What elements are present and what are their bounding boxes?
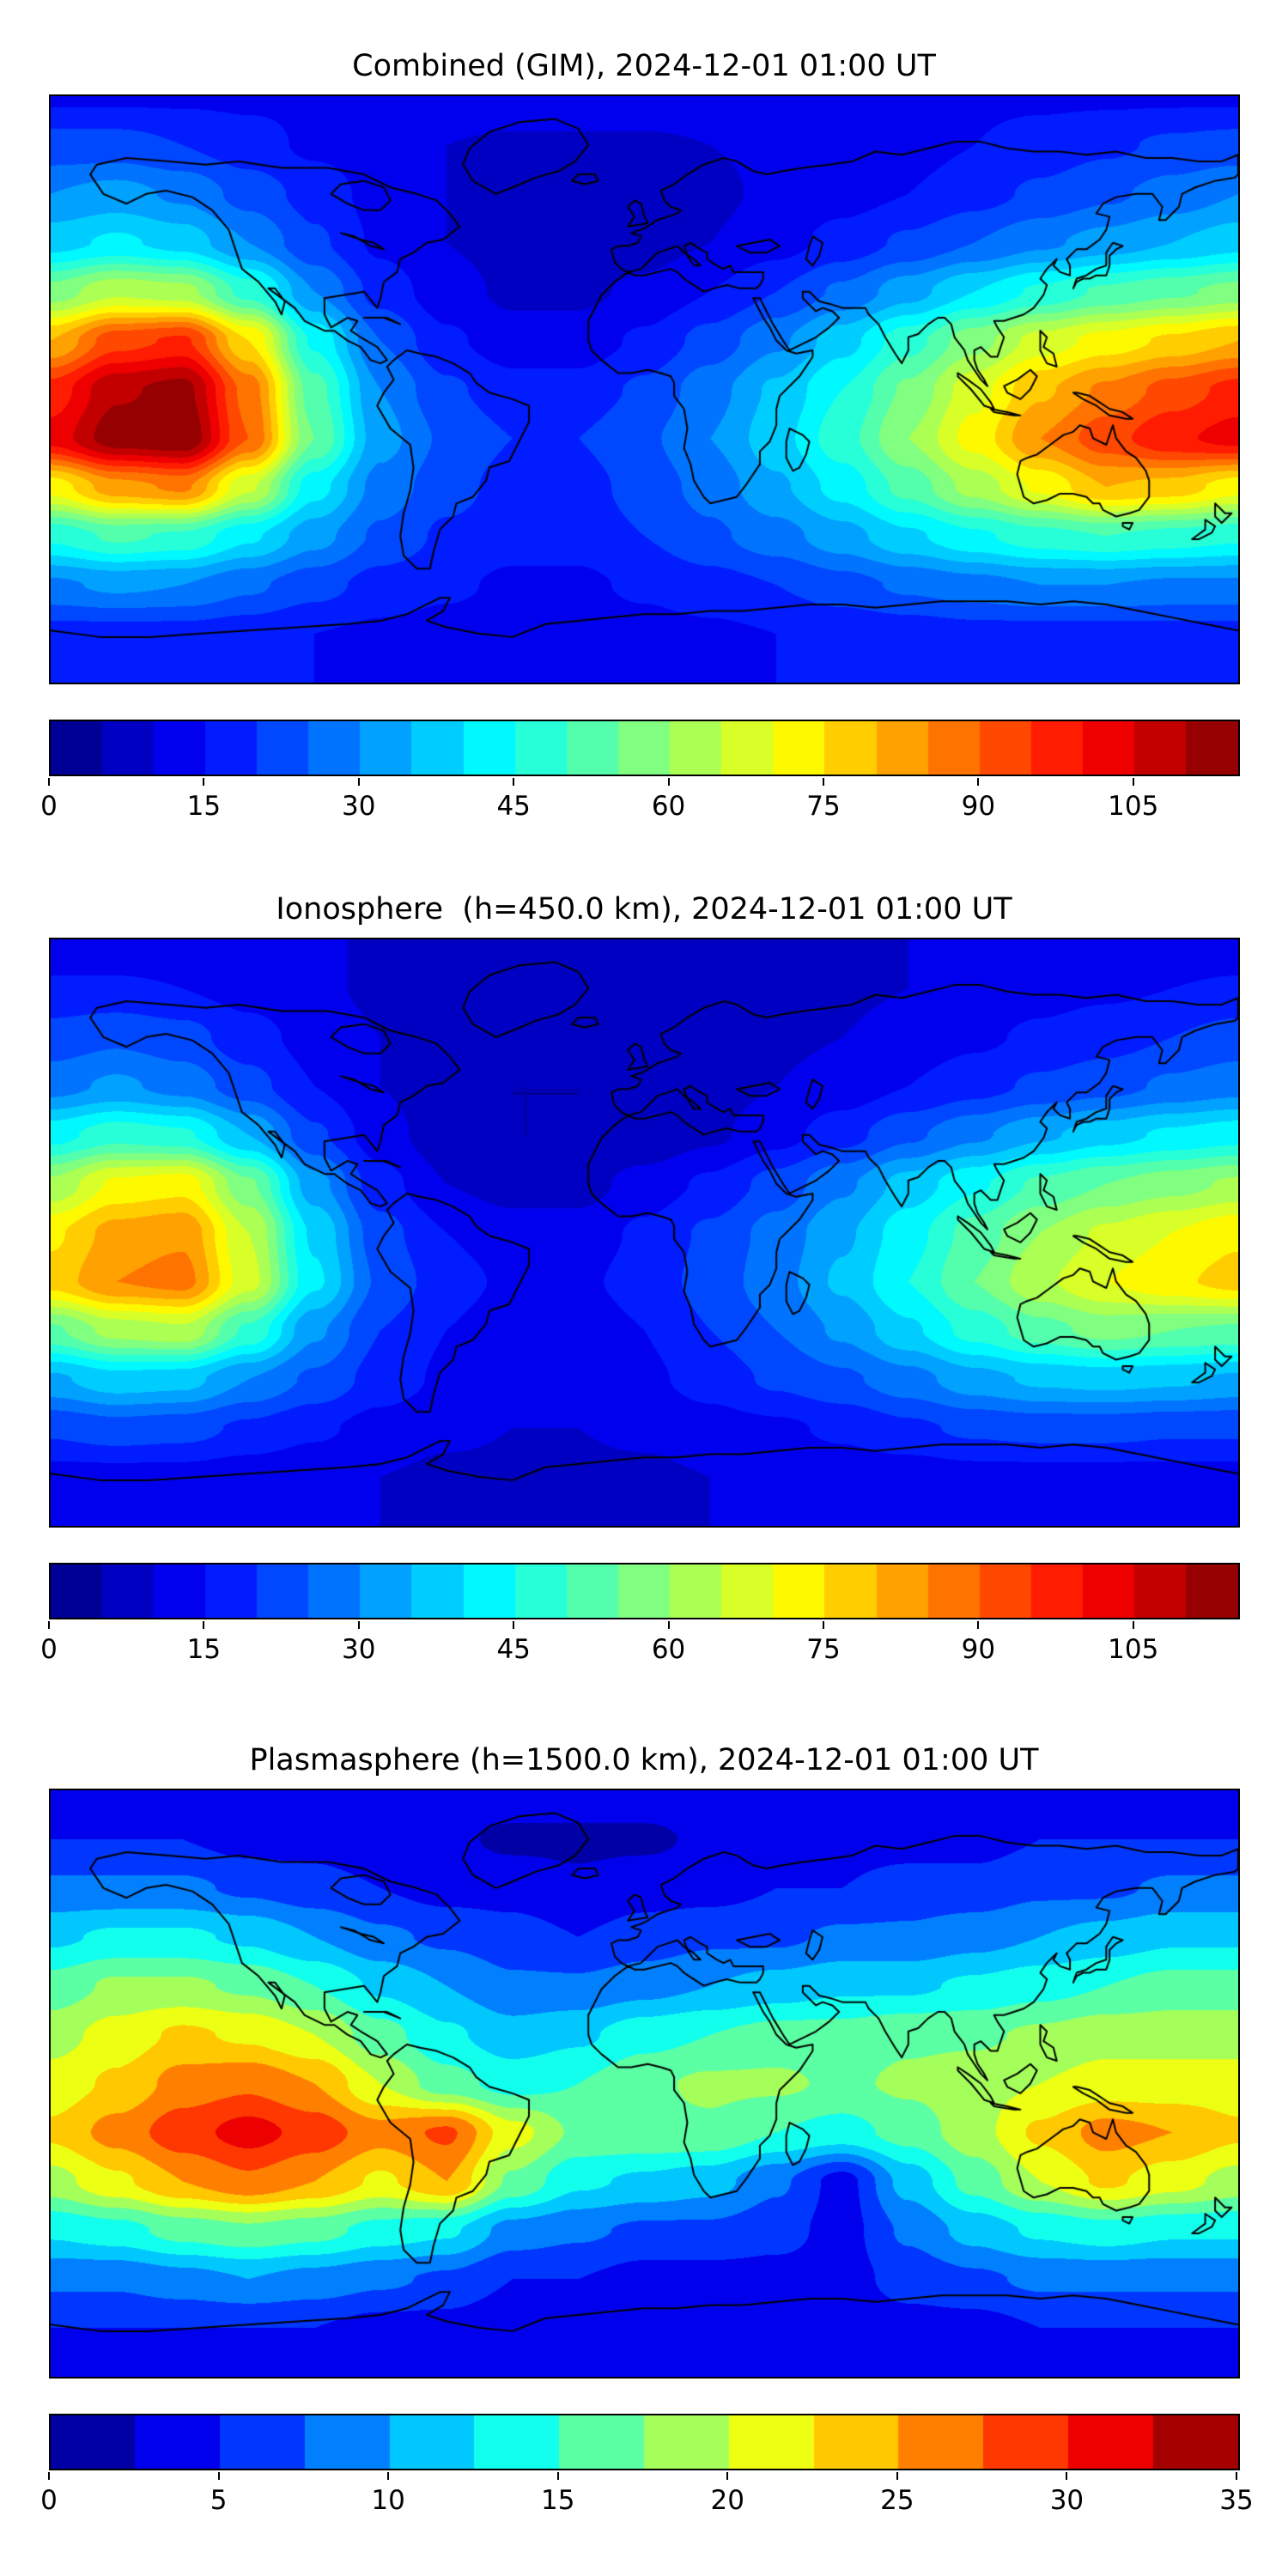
colorbar-combined [49, 720, 1240, 776]
tec-map-combined [49, 94, 1240, 684]
colorbar-tick-label: 25 [880, 2485, 914, 2516]
colorbar-plasmasphere [49, 2414, 1240, 2470]
colorbar-tick-mark [203, 1621, 205, 1629]
tec-map-plasmasphere [49, 1789, 1240, 2379]
colorbar-tickmarks-ionosphere [48, 1621, 1236, 1630]
colorbar-tick-mark [1132, 1621, 1134, 1629]
colorbar-tick-mark [1066, 2472, 1068, 2480]
colorbar-tick-mark [822, 778, 824, 786]
colorbar-tick-mark [667, 778, 670, 786]
colorbar-tick-label: 5 [210, 2485, 228, 2516]
colorbar-tick-label: 60 [651, 791, 686, 822]
colorbar-tick-mark [1236, 2472, 1237, 2480]
colorbar-tick-mark [1132, 778, 1134, 786]
colorbar-tick-label: 0 [40, 2485, 58, 2516]
colorbar-tick-label: 0 [40, 791, 58, 822]
colorbar-tick-label: 75 [806, 1634, 841, 1665]
colorbar-tick-label: 90 [961, 791, 996, 822]
colorbar-tick-mark [203, 778, 205, 786]
colorbar-tick-label: 105 [1108, 1634, 1159, 1665]
colorbar-ticklabels-combined: 0 15 30 45 60 75 90 105 [40, 791, 1236, 825]
colorbar-tick-mark [726, 2472, 729, 2480]
colorbar-ionosphere [49, 1563, 1240, 1619]
colorbar-tick-mark [513, 1621, 515, 1629]
colorbar-tick-label: 20 [710, 2485, 745, 2516]
colorbar-tick-label: 0 [40, 1634, 58, 1665]
colorbar-tick-label: 30 [342, 1634, 376, 1665]
colorbar-tick-mark [977, 778, 980, 786]
colorbar-tickmarks-combined [48, 778, 1236, 787]
colorbar-tick-label: 30 [342, 791, 376, 822]
colorbar-tick-label: 15 [186, 791, 222, 822]
colorbar-tick-label: 60 [651, 1634, 686, 1665]
colorbar-tick-mark [217, 2472, 220, 2480]
colorbar-tick-label: 45 [496, 791, 531, 822]
colorbar-tick-label: 75 [806, 791, 841, 822]
panel-title-combined: Combined (GIM), 2024-12-01 01:00 UT [352, 49, 936, 83]
colorbar-tick-mark [556, 2472, 559, 2480]
colorbar-tick-label: 45 [496, 1634, 531, 1665]
colorbar-tick-label: 90 [961, 1634, 996, 1665]
colorbar-tick-label: 30 [1049, 2485, 1084, 2516]
colorbar-ticklabels-plasmasphere: 0 5 10 15 20 25 30 35 [40, 2485, 1254, 2519]
colorbar-tick-label: 105 [1108, 791, 1159, 822]
colorbar-tick-mark [48, 1621, 50, 1629]
colorbar-tick-label: 15 [186, 1634, 222, 1665]
colorbar-tick-mark [896, 2472, 898, 2480]
panel-title-plasmasphere: Plasmasphere (h=1500.0 km), 2024-12-01 0… [249, 1743, 1039, 1777]
colorbar-tick-mark [977, 1621, 980, 1629]
colorbar-tick-mark [513, 778, 515, 786]
colorbar-tick-mark [387, 2472, 390, 2480]
colorbar-tick-mark [48, 2472, 50, 2480]
colorbar-ticklabels-ionosphere: 0 15 30 45 60 75 90 105 [40, 1634, 1236, 1668]
colorbar-tick-label: 15 [540, 2485, 575, 2516]
panel-title-ionosphere: Ionosphere (h=450.0 km), 2024-12-01 01:0… [276, 892, 1012, 927]
colorbar-tick-mark [822, 1621, 824, 1629]
colorbar-tick-mark [667, 1621, 670, 1629]
colorbar-tickmarks-plasmasphere [48, 2472, 1237, 2481]
colorbar-tick-mark [48, 778, 50, 786]
colorbar-tick-mark [357, 778, 360, 786]
colorbar-tick-label: 35 [1219, 2485, 1254, 2516]
tec-map-ionosphere [49, 938, 1240, 1528]
colorbar-tick-mark [357, 1621, 360, 1629]
colorbar-tick-label: 10 [371, 2485, 405, 2516]
